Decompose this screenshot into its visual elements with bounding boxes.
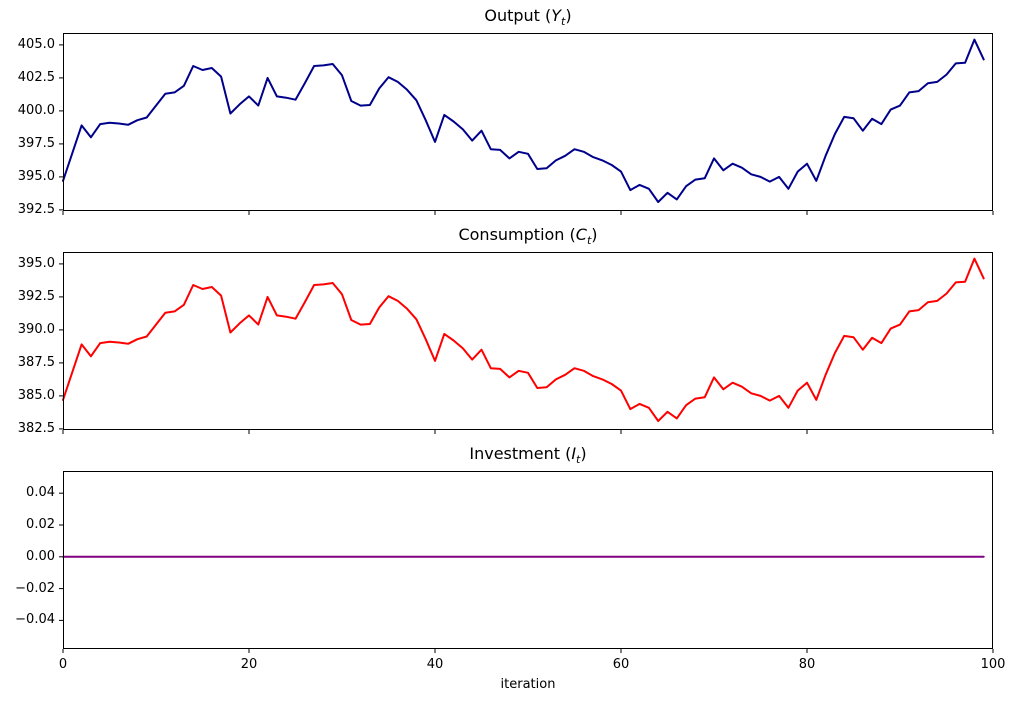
title-math-var: C — [575, 225, 587, 244]
axes-investment — [59, 471, 994, 653]
chart-title-output: Output (Yt) — [63, 6, 993, 32]
y-tick-label: 392.5 — [17, 201, 55, 217]
y-tick-label: −0.02 — [15, 580, 55, 596]
title-text: Consumption ( — [458, 225, 576, 244]
x-axis-label: iteration — [500, 677, 556, 692]
y-tick-label: 0.02 — [26, 517, 55, 533]
output-line — [62, 38, 985, 203]
y-tick-label: 395.0 — [17, 255, 55, 271]
y-tick-label: 397.5 — [17, 135, 55, 151]
y-tick-label: 402.5 — [17, 69, 55, 85]
y-tick-label: −0.04 — [15, 612, 55, 628]
title-text: Output ( — [484, 6, 552, 25]
y-tick-label: 405.0 — [17, 36, 55, 52]
consumption-line — [62, 257, 985, 422]
axes-frame — [63, 252, 993, 430]
y-tick-label: 382.5 — [17, 420, 55, 436]
x-tick-label: 60 — [612, 657, 630, 672]
y-tick-label: 392.5 — [17, 288, 55, 304]
x-tick-label: 20 — [240, 657, 258, 672]
x-tick-label: 0 — [58, 657, 68, 672]
title-text: ) — [591, 225, 598, 244]
axes-frame — [63, 471, 993, 649]
y-tick-label: 0.04 — [26, 485, 55, 501]
x-tick-label: 40 — [426, 657, 444, 672]
axes-consumption — [59, 252, 994, 434]
axes-frame — [63, 33, 993, 211]
y-tick-label: 385.0 — [17, 387, 55, 403]
title-math-sub: t — [586, 234, 592, 248]
axes-output — [59, 33, 994, 215]
y-tick-label: 0.00 — [26, 548, 55, 564]
x-tick-label: 80 — [798, 657, 816, 672]
chart-title-investment: Investment (It) — [63, 444, 993, 470]
title-math-sub: t — [561, 15, 566, 29]
title-text: ) — [580, 444, 587, 463]
chart-title-consumption: Consumption (Ct) — [63, 225, 993, 251]
y-tick-label: 400.0 — [17, 102, 55, 118]
title-text: Investment ( — [469, 444, 572, 463]
y-tick-label: 390.0 — [17, 321, 55, 337]
title-math-var: Y — [551, 6, 562, 25]
title-math-var: I — [571, 444, 577, 463]
x-tick-label: 100 — [980, 657, 1006, 672]
y-tick-label: 387.5 — [17, 354, 55, 370]
title-math-sub: t — [576, 453, 581, 467]
title-text: ) — [565, 6, 572, 25]
y-tick-label: 395.0 — [17, 168, 55, 184]
